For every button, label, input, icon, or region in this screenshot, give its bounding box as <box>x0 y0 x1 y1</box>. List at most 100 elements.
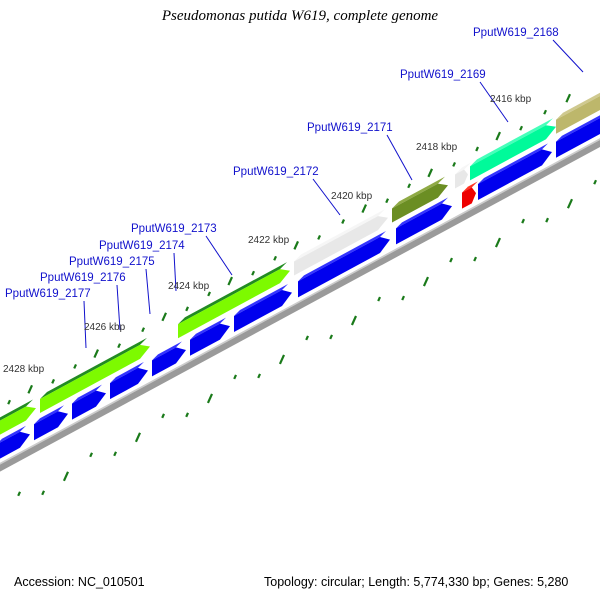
feature-tick-icon <box>257 373 262 379</box>
feature-tick-icon <box>27 384 34 394</box>
gene-cds-a[interactable] <box>556 111 600 158</box>
gene-gene-2168[interactable] <box>556 88 600 134</box>
gene-label-PputW619_2171[interactable]: PputW619_2171 <box>307 122 393 134</box>
gene-label-leader-line <box>312 178 341 216</box>
feature-tick-icon <box>161 413 166 419</box>
feature-tick-icon <box>317 235 322 240</box>
feature-tick-icon <box>89 452 94 458</box>
feature-tick-icon <box>73 364 78 369</box>
feature-tick-icon <box>427 168 434 178</box>
gene-cds-l[interactable] <box>0 425 30 461</box>
gene-cds-i[interactable] <box>110 361 148 400</box>
feature-tick-icon <box>141 327 146 333</box>
feature-tick-icon <box>385 198 390 204</box>
feature-tick-icon <box>113 451 118 457</box>
coordinate-tick-label: 2426 kbp <box>84 322 126 333</box>
gene-label-leader-line <box>145 268 151 315</box>
gene-cds-c[interactable] <box>462 181 478 209</box>
gene-gene-2169[interactable] <box>470 118 556 181</box>
feature-tick-icon <box>62 471 70 482</box>
feature-tick-icon <box>566 198 574 209</box>
gene-label-leader-line <box>479 81 509 123</box>
feature-tick-icon <box>401 295 406 301</box>
feature-tick-icon <box>449 257 454 263</box>
feature-tick-icon <box>473 256 478 262</box>
gene-gene-2172[interactable] <box>294 209 388 276</box>
feature-tick-icon <box>251 270 256 276</box>
gene-label-PputW619_2168[interactable]: PputW619_2168 <box>473 27 559 39</box>
feature-tick-icon <box>452 161 457 167</box>
gene-cds-j[interactable] <box>72 384 106 420</box>
feature-tick-icon <box>17 491 22 497</box>
feature-tick-icon <box>207 291 212 297</box>
feature-tick-icon <box>422 276 430 287</box>
gene-gene-2176[interactable] <box>40 337 150 413</box>
feature-tick-icon <box>93 349 100 359</box>
feature-tick-icon <box>134 432 142 443</box>
feature-tick-icon <box>377 296 382 302</box>
gene-label-leader-line <box>205 235 233 276</box>
gene-label-PputW619_2175[interactable]: PputW619_2175 <box>69 256 155 268</box>
accession-text: Accession: NC_010501 <box>14 575 145 589</box>
feature-tick-icon <box>593 179 598 185</box>
feature-tick-icon <box>545 217 550 223</box>
feature-tick-icon <box>41 490 46 496</box>
feature-tick-icon <box>227 276 234 286</box>
coordinate-tick-label: 2416 kbp <box>490 94 532 105</box>
feature-tick-icon <box>293 240 300 250</box>
gene-label-PputW619_2177[interactable]: PputW619_2177 <box>5 288 91 300</box>
feature-tick-icon <box>475 146 480 152</box>
coordinate-tick-label: 2418 kbp <box>416 142 458 153</box>
gene-gene-2173[interactable] <box>178 262 290 339</box>
feature-tick-icon <box>51 378 56 384</box>
feature-tick-icon <box>407 183 412 189</box>
feature-tick-icon <box>273 255 278 261</box>
feature-tick-icon <box>519 125 524 131</box>
coordinate-tick-label-layer: 2416 kbp 2418 kbp 2420 kbp 2422 kbp 2424 kbp… <box>3 94 532 375</box>
gene-label-leader-line <box>386 134 413 181</box>
feature-tick-icon <box>495 131 502 141</box>
feature-tick-icon <box>329 334 334 340</box>
feature-tick-icon <box>161 312 168 322</box>
gene-cds-d[interactable] <box>396 197 452 245</box>
gene-gene-2170[interactable] <box>455 162 472 189</box>
cds-track <box>0 111 600 461</box>
coordinate-tick-label: 2428 kbp <box>3 364 45 375</box>
gene-cds-f[interactable] <box>234 284 292 332</box>
gene-label-PputW619_2173[interactable]: PputW619_2173 <box>131 223 217 235</box>
diagram-layer <box>0 88 600 497</box>
gene-gene-2177[interactable] <box>0 399 36 446</box>
gene-cds-e[interactable] <box>298 231 390 298</box>
gene-label-PputW619_2169[interactable]: PputW619_2169 <box>400 69 486 81</box>
gene-cds-h[interactable] <box>152 341 186 377</box>
feature-tick-layer <box>7 93 598 497</box>
gene-cds-g[interactable] <box>190 317 230 356</box>
feature-tick-icon <box>341 219 346 224</box>
gene-gene-2171[interactable] <box>392 176 448 223</box>
feature-tick-icon <box>206 393 214 404</box>
coordinate-tick-label: 2422 kbp <box>248 235 290 246</box>
gene-label-layer: PputW619_2168 PputW619_2169 PputW619_2171 P… <box>5 27 584 349</box>
gene-label-PputW619_2176[interactable]: PputW619_2176 <box>40 272 126 284</box>
feature-tick-icon <box>185 412 190 418</box>
feature-tick-icon <box>521 218 526 224</box>
gene-label-leader-line <box>173 252 177 292</box>
gene-label-leader-line <box>83 300 87 349</box>
gene-label-leader-line <box>116 284 121 331</box>
feature-tick-icon <box>117 343 122 349</box>
genome-axis <box>0 138 600 472</box>
gene-cds-b[interactable] <box>478 143 552 200</box>
feature-tick-icon <box>494 237 502 248</box>
feature-tick-icon <box>543 109 548 115</box>
feature-tick-icon <box>278 354 286 365</box>
gene-label-PputW619_2174[interactable]: PputW619_2174 <box>99 240 185 252</box>
gene-label-PputW619_2172[interactable]: PputW619_2172 <box>233 166 319 178</box>
genome-stats-text: Topology: circular; Length: 5,774,330 bp… <box>264 575 568 589</box>
gene-label-leader-line <box>552 39 584 73</box>
feature-tick-icon <box>565 93 572 103</box>
feature-tick-icon <box>305 335 310 341</box>
feature-tick-icon <box>7 399 12 405</box>
gene-cds-k[interactable] <box>34 405 68 441</box>
